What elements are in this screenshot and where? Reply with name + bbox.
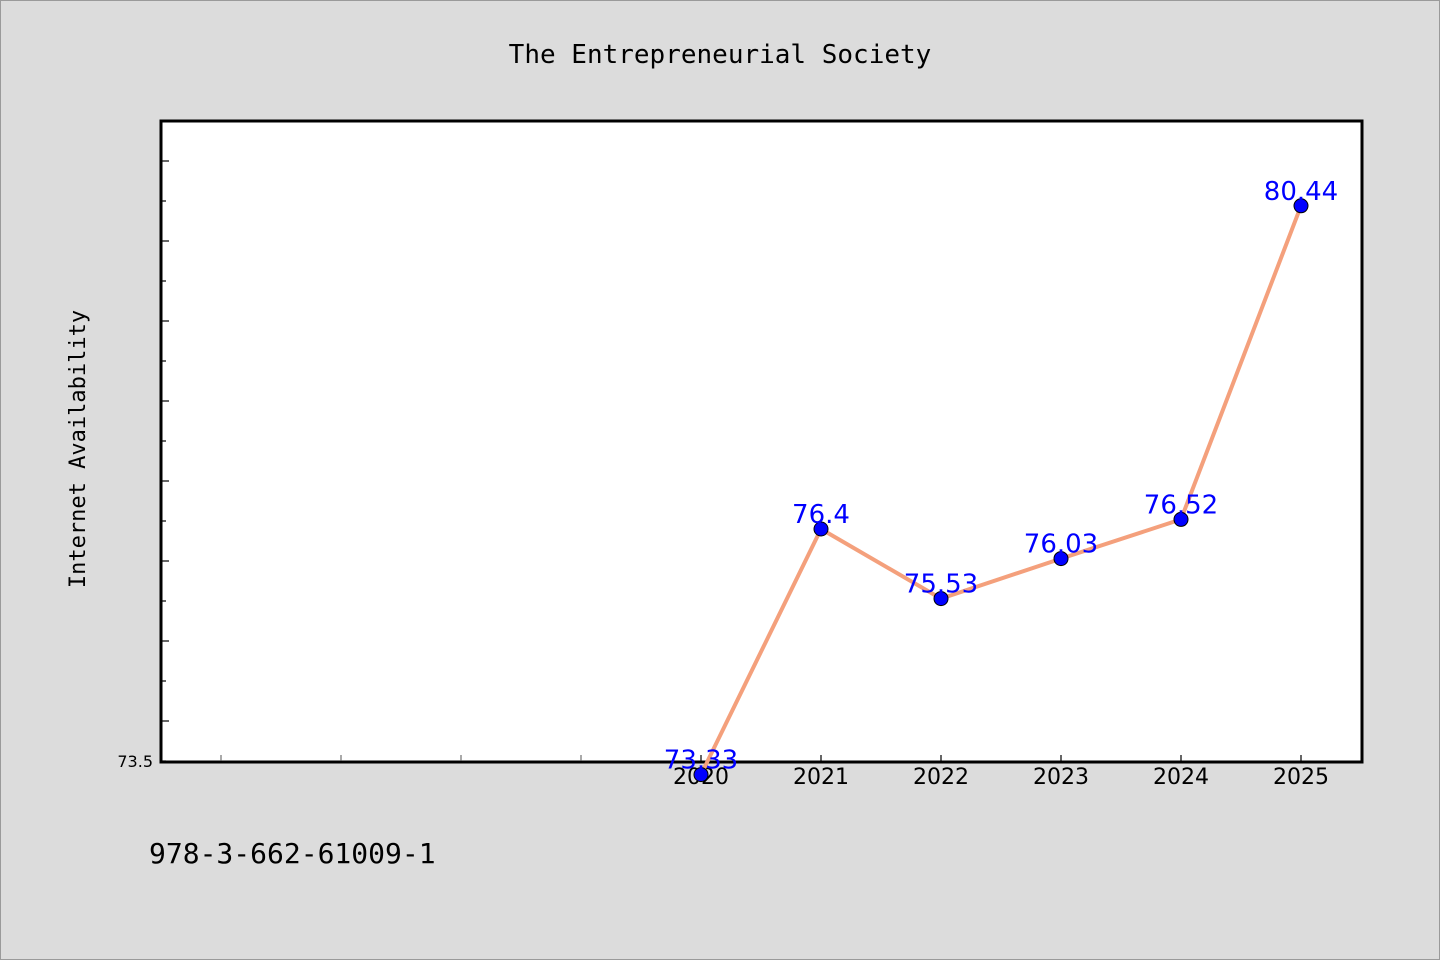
data-label: 80.44 [1264, 177, 1338, 207]
data-label: 76.03 [1024, 530, 1098, 560]
data-label: 75.53 [904, 570, 978, 600]
x-tick-label: 2024 [1153, 765, 1209, 790]
data-label-layer: 73.33 76.4 75.53 76.03 76.52 80.44 [664, 177, 1338, 776]
plot-area [159, 119, 1364, 764]
data-point [933, 591, 949, 607]
y-tick-label: 73.5 [117, 752, 153, 771]
x-tick-label: 2023 [1033, 765, 1089, 790]
data-label: 76.52 [1144, 490, 1218, 520]
y-axis-label: Internet Availability [66, 310, 91, 588]
x-axis-ticks: 202020212022202320242025 [220, 755, 1329, 790]
series-line [699, 203, 1303, 777]
data-point [813, 521, 829, 537]
data-label: 76.4 [792, 500, 850, 530]
data-point [1293, 198, 1309, 214]
data-point [1053, 551, 1069, 567]
x-tick-label: 2021 [793, 765, 849, 790]
isbn-footnote: 978-3-662-61009-1 [149, 837, 436, 870]
data-point [693, 767, 709, 783]
data-point [1173, 511, 1189, 527]
y-axis-ticks: 73.5 [117, 120, 169, 771]
chart-title: The Entrepreneurial Society [509, 40, 932, 70]
series-layer [693, 198, 1309, 783]
x-tick-label: 2025 [1273, 765, 1329, 790]
x-tick-label: 2022 [913, 765, 969, 790]
data-label: 73.33 [664, 746, 738, 776]
